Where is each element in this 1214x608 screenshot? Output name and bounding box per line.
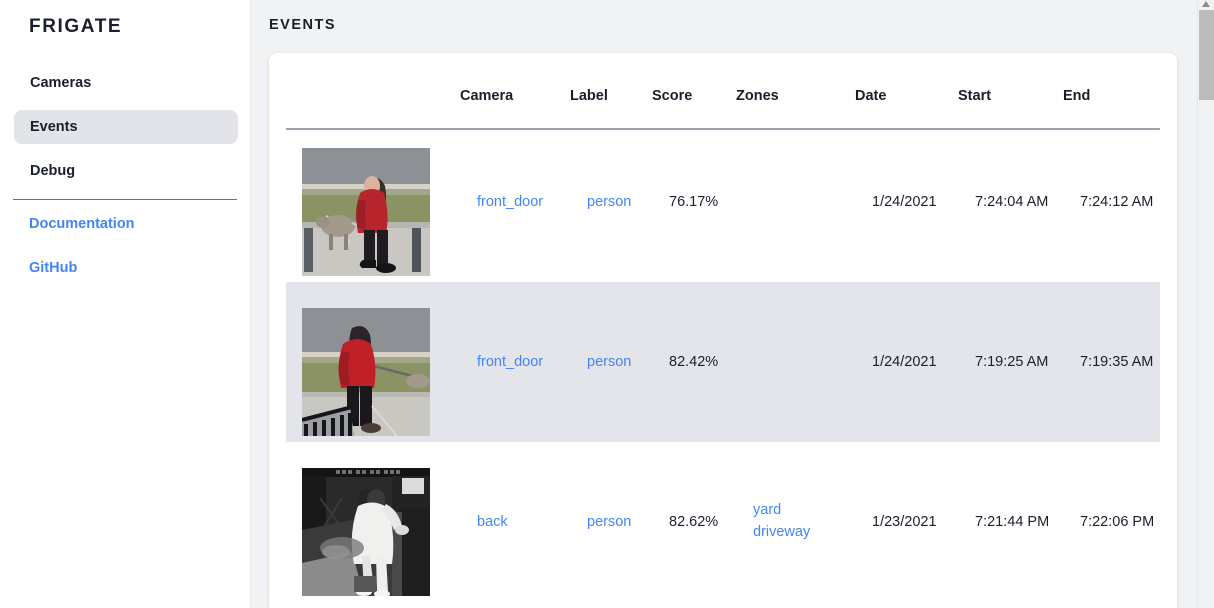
scrollbar-thumb[interactable] xyxy=(1199,10,1214,100)
column-header-end[interactable]: End xyxy=(1063,88,1091,104)
sidebar-item-label: Cameras xyxy=(30,75,92,91)
events-table: Camera Label Score Zones Date Start End xyxy=(269,53,1177,602)
page-title: EVENTS xyxy=(269,17,337,33)
cell-camera[interactable]: back xyxy=(477,514,508,530)
event-thumbnail[interactable] xyxy=(302,308,430,436)
events-card: Camera Label Score Zones Date Start End xyxy=(269,53,1177,608)
app-logo-title: FRIGATE xyxy=(29,16,123,37)
cell-date: 1/24/2021 xyxy=(872,194,937,210)
cell-label[interactable]: person xyxy=(587,354,632,370)
table-row[interactable]: front_door person 82.42% 1/24/2021 7:19:… xyxy=(286,282,1160,442)
sidebar-item-events[interactable]: Events xyxy=(14,110,238,144)
sidebar: FRIGATE Cameras Events Debug Documentati… xyxy=(0,0,251,608)
column-header-date[interactable]: Date xyxy=(855,88,887,104)
column-header-score[interactable]: Score xyxy=(652,88,693,104)
sidebar-item-cameras[interactable]: Cameras xyxy=(14,66,238,100)
column-header-start[interactable]: Start xyxy=(958,88,992,104)
triangle-up-icon[interactable] xyxy=(1202,1,1210,7)
cell-start: 7:19:25 AM xyxy=(975,354,1049,370)
zone-tag[interactable]: yard xyxy=(753,502,782,518)
cell-label[interactable]: person xyxy=(587,514,632,530)
column-header-label[interactable]: Label xyxy=(570,88,608,104)
table-row[interactable]: front_door person 76.17% 1/24/2021 7:24:… xyxy=(286,122,1160,282)
sidebar-item-debug[interactable]: Debug xyxy=(14,154,238,188)
cell-start: 7:21:44 PM xyxy=(975,514,1050,530)
sidebar-link-github[interactable]: GitHub xyxy=(29,260,78,276)
cell-score: 82.42% xyxy=(669,354,719,370)
sidebar-link-documentation[interactable]: Documentation xyxy=(29,216,135,232)
sidebar-divider xyxy=(13,199,237,200)
cell-date: 1/23/2021 xyxy=(872,514,937,530)
main-content: EVENTS Camera Label Score Zones Date Sta… xyxy=(251,0,1214,608)
table-header-row: Camera Label Score Zones Date Start End xyxy=(269,53,1177,130)
event-thumbnail[interactable] xyxy=(302,468,430,596)
cell-date: 1/24/2021 xyxy=(872,354,937,370)
sidebar-item-label: Events xyxy=(30,119,78,135)
cell-end: 7:24:12 AM xyxy=(1080,194,1154,210)
cell-camera[interactable]: front_door xyxy=(477,194,544,210)
vertical-scrollbar[interactable] xyxy=(1197,0,1214,608)
cell-score: 82.62% xyxy=(669,514,719,530)
column-header-camera[interactable]: Camera xyxy=(460,88,514,104)
event-thumbnail[interactable] xyxy=(302,148,430,276)
table-header-rule xyxy=(286,128,1160,130)
cell-zones[interactable]: yard driveway xyxy=(753,499,843,543)
cell-camera[interactable]: front_door xyxy=(477,354,544,370)
cell-label[interactable]: person xyxy=(587,194,632,210)
zone-tag[interactable]: driveway xyxy=(753,524,811,540)
sidebar-item-label: Debug xyxy=(30,163,76,179)
table-row[interactable]: back person 82.62% yard driveway 1/23/20… xyxy=(286,442,1160,602)
column-header-zones[interactable]: Zones xyxy=(736,88,779,104)
cell-score: 76.17% xyxy=(669,194,719,210)
cell-start: 7:24:04 AM xyxy=(975,194,1049,210)
cell-end: 7:22:06 PM xyxy=(1080,514,1155,530)
cell-end: 7:19:35 AM xyxy=(1080,354,1154,370)
